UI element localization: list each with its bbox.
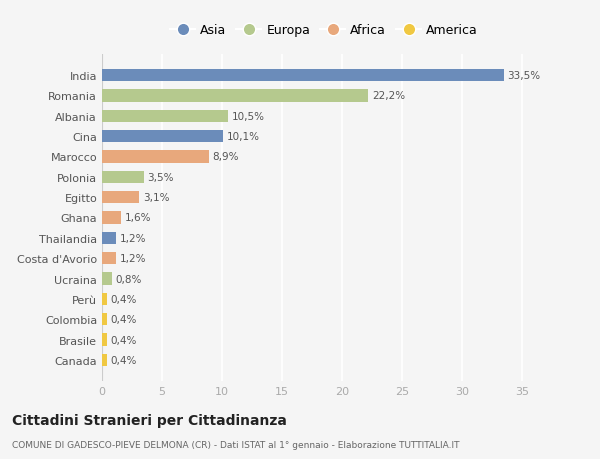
Bar <box>102 252 116 265</box>
Bar <box>102 171 144 184</box>
Bar <box>102 293 107 305</box>
Text: 3,1%: 3,1% <box>143 193 169 203</box>
Text: 0,4%: 0,4% <box>110 294 137 304</box>
Text: 8,9%: 8,9% <box>212 152 239 162</box>
Text: 1,2%: 1,2% <box>120 233 146 243</box>
Bar <box>102 131 223 143</box>
Text: 0,8%: 0,8% <box>115 274 142 284</box>
Bar <box>102 354 107 366</box>
Bar <box>102 212 121 224</box>
Bar <box>102 151 209 163</box>
Bar <box>102 313 107 325</box>
Bar <box>102 273 112 285</box>
Text: 0,4%: 0,4% <box>110 314 137 325</box>
Bar <box>102 111 228 123</box>
Text: 3,5%: 3,5% <box>148 173 174 182</box>
Bar <box>102 70 504 82</box>
Text: Cittadini Stranieri per Cittadinanza: Cittadini Stranieri per Cittadinanza <box>12 414 287 428</box>
Text: 1,6%: 1,6% <box>125 213 151 223</box>
Text: 0,4%: 0,4% <box>110 355 137 365</box>
Text: 10,5%: 10,5% <box>232 112 265 122</box>
Text: 22,2%: 22,2% <box>372 91 405 101</box>
Bar <box>102 90 368 102</box>
Text: COMUNE DI GADESCO-PIEVE DELMONA (CR) - Dati ISTAT al 1° gennaio - Elaborazione T: COMUNE DI GADESCO-PIEVE DELMONA (CR) - D… <box>12 441 460 449</box>
Bar <box>102 232 116 244</box>
Bar <box>102 192 139 204</box>
Text: 33,5%: 33,5% <box>508 71 541 81</box>
Legend: Asia, Europa, Africa, America: Asia, Europa, Africa, America <box>165 19 483 42</box>
Text: 1,2%: 1,2% <box>120 254 146 263</box>
Text: 0,4%: 0,4% <box>110 335 137 345</box>
Bar <box>102 334 107 346</box>
Text: 10,1%: 10,1% <box>227 132 260 142</box>
